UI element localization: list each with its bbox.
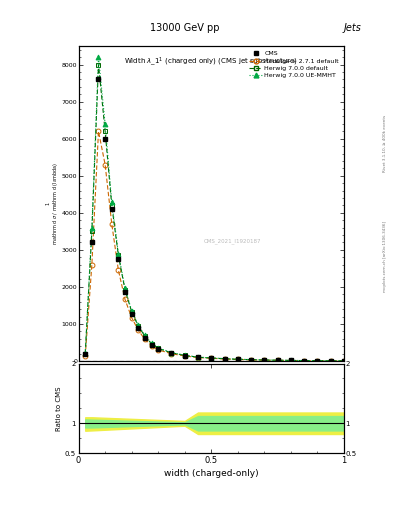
Y-axis label: 1
 mathrm d $\sigma$ / mathrm d (lambda): 1 mathrm d $\sigma$ / mathrm d (lambda) [45,161,60,246]
Text: Width $\lambda$_1$^1$ (charged only) (CMS jet substructure): Width $\lambda$_1$^1$ (charged only) (CM… [124,55,298,68]
Text: Rivet 3.1.10, ≥ 400k events: Rivet 3.1.10, ≥ 400k events [383,115,387,172]
Text: mcplots.cern.ch [arXiv:1306.3436]: mcplots.cern.ch [arXiv:1306.3436] [383,221,387,291]
Text: 13000 GeV pp: 13000 GeV pp [150,23,219,33]
Text: Jets: Jets [344,23,362,33]
X-axis label: width (charged-only): width (charged-only) [164,469,259,478]
Y-axis label: Ratio to CMS: Ratio to CMS [56,386,62,431]
Legend: CMS, Herwig++ 2.7.1 default, Herwig 7.0.0 default, Herwig 7.0.0 UE-MMHT: CMS, Herwig++ 2.7.1 default, Herwig 7.0.… [247,49,341,80]
Text: CMS_2021_I1920187: CMS_2021_I1920187 [204,239,261,244]
